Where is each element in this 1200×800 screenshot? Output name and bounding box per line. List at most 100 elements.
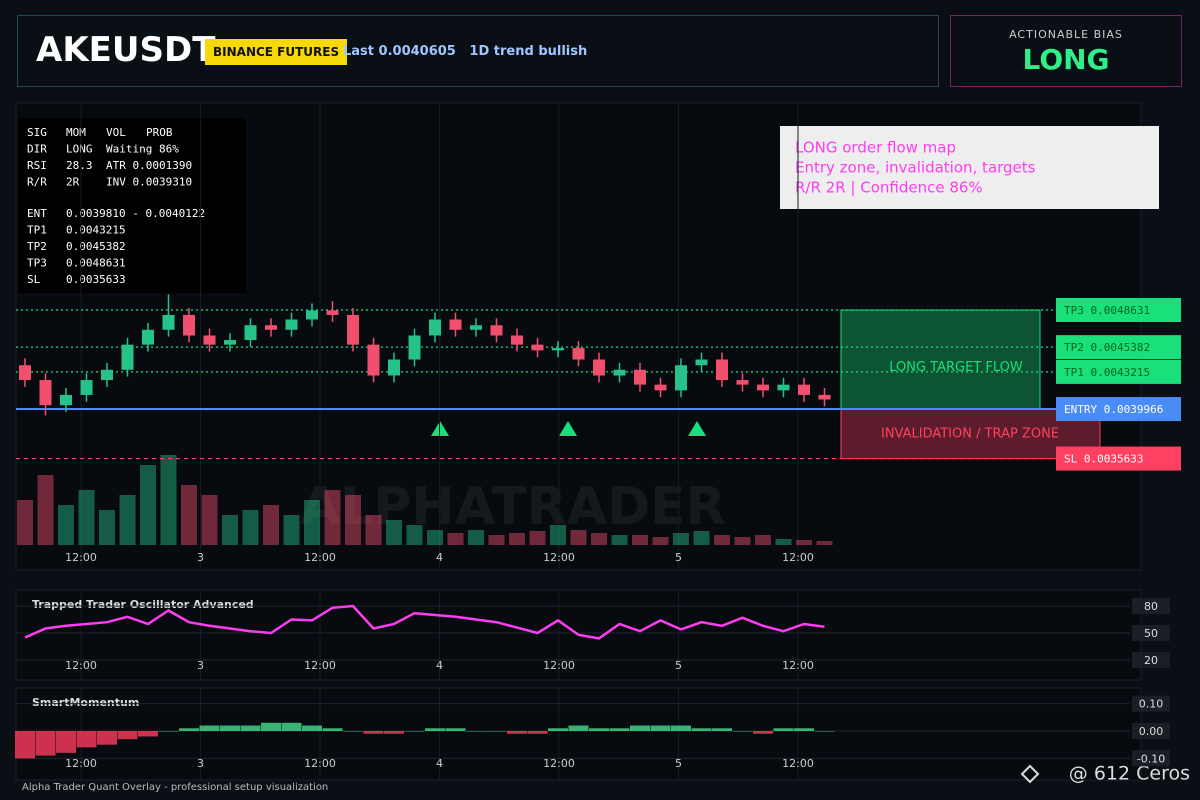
volume-bar — [775, 539, 792, 545]
tick-box — [1132, 652, 1170, 668]
panel-title: SmartMomentum — [32, 696, 139, 709]
level-box — [1056, 397, 1181, 422]
candle-body — [19, 365, 31, 381]
osc-line — [24, 604, 825, 640]
momentum-bar — [671, 725, 691, 731]
momentum-bar — [630, 725, 650, 731]
candle-body — [142, 329, 154, 345]
level-text: 0.0045382 — [66, 240, 126, 253]
momentum-bar — [97, 731, 117, 745]
panel-title: Trapped Trader Oscillator Advanced — [32, 598, 254, 611]
volume-bar — [222, 515, 238, 545]
candle-body — [326, 310, 339, 315]
candle-body — [429, 319, 441, 336]
stat-text: PROB — [146, 126, 173, 139]
y-tick-label: -0.10 — [1137, 752, 1165, 765]
stat-text: 28.3 — [66, 159, 93, 172]
momentum-bar — [138, 731, 158, 737]
volume-bar — [755, 535, 771, 545]
candle-body — [347, 314, 359, 345]
momentum-bar — [363, 731, 384, 734]
x-tick-label: 12:00 — [543, 551, 575, 564]
zone-label: INVALIDATION / TRAP ZONE — [881, 427, 1059, 442]
watermark: ALPHATRADER — [300, 477, 726, 537]
candle-body — [224, 340, 236, 345]
exchange-badge: BINANCE FUTURES — [205, 39, 348, 65]
momentum-bar — [343, 731, 363, 732]
volume-bar — [304, 500, 320, 545]
momentum-bar — [220, 725, 240, 731]
momentum-bar — [568, 725, 589, 731]
header: AKEUSDT BINANCE FUTURES Last 0.0040605 1… — [17, 15, 939, 87]
level-box — [1056, 335, 1181, 360]
candle-body — [572, 348, 585, 360]
candle-body — [162, 314, 175, 330]
level-label: TP2 0.0045382 — [1064, 341, 1150, 354]
tick-box — [1132, 750, 1170, 767]
volume-bar — [242, 510, 259, 545]
volume-bar — [693, 531, 710, 545]
candle-body — [408, 335, 421, 360]
candle-body — [367, 344, 380, 376]
momentum-bar — [589, 728, 609, 731]
candle-body — [244, 325, 257, 341]
stat-text: 2R — [66, 176, 80, 189]
level-label: TP1 0.0043215 — [1064, 366, 1150, 379]
level-box — [1056, 298, 1181, 323]
zone-label: LONG TARGET FLOW — [889, 360, 1023, 375]
momentum-bar — [261, 722, 281, 731]
tick-box — [1132, 723, 1170, 739]
volume-bar — [796, 540, 812, 545]
momentum-bar — [56, 731, 76, 753]
volume-bar — [181, 485, 197, 545]
trend: 1D trend bullish — [469, 44, 588, 59]
volume-bar — [611, 535, 628, 545]
candle-body — [757, 384, 769, 391]
y-tick-label: 0.10 — [1139, 698, 1164, 711]
stat-text: LONG — [66, 143, 93, 156]
candle-body — [80, 380, 93, 395]
annotation-line: LONG order flow map — [795, 139, 956, 157]
candle-body — [593, 359, 605, 376]
volume-bar — [591, 533, 607, 545]
momentum-bar — [117, 731, 138, 740]
y-tick-label: 50 — [1144, 627, 1158, 640]
momentum-bar — [486, 731, 507, 732]
stat-text: DIR — [27, 143, 47, 156]
stat-text: R/R — [27, 176, 47, 189]
volume-bar — [99, 510, 115, 545]
level-label: SL 0.0035633 — [1064, 453, 1143, 466]
tick-box — [1132, 625, 1170, 641]
momentum-bar — [712, 728, 732, 731]
x-tick-label: 3 — [197, 659, 204, 672]
x-tick-label: 12:00 — [304, 757, 336, 770]
price-info: Last 0.0040605 1D trend bullish — [343, 44, 587, 59]
momentum-bar — [404, 731, 425, 732]
x-tick-label: 12:00 — [304, 659, 336, 672]
tick-box — [1132, 598, 1170, 614]
volume-bar — [488, 535, 505, 545]
credit: @ 612 Ceros — [1069, 763, 1190, 785]
candle-body — [736, 380, 749, 385]
volume-bar — [406, 525, 423, 545]
annotation-line: Entry zone, invalidation, targets — [795, 159, 1036, 177]
stat-text: RSI — [27, 159, 47, 172]
info-panel — [18, 118, 246, 293]
candle-body — [654, 384, 667, 391]
signal-marker — [559, 421, 577, 436]
last-price: Last 0.0040605 — [343, 44, 456, 59]
x-tick-label: 5 — [675, 757, 682, 770]
footer: Alpha Trader Quant Overlay - professiona… — [22, 782, 328, 793]
candle-body — [613, 369, 626, 376]
momentum-bar — [814, 731, 835, 732]
momentum-bar — [384, 731, 404, 734]
x-tick-label: 3 — [197, 757, 204, 770]
level-text: TP1 — [27, 224, 47, 237]
volume-bar — [58, 505, 74, 545]
credit-icon — [1020, 764, 1040, 784]
bias-label: ACTIONABLE BIAS — [1009, 28, 1123, 41]
momentum-bar — [794, 728, 814, 731]
level-text: 0.0039810 - 0.0040122 — [66, 207, 205, 220]
